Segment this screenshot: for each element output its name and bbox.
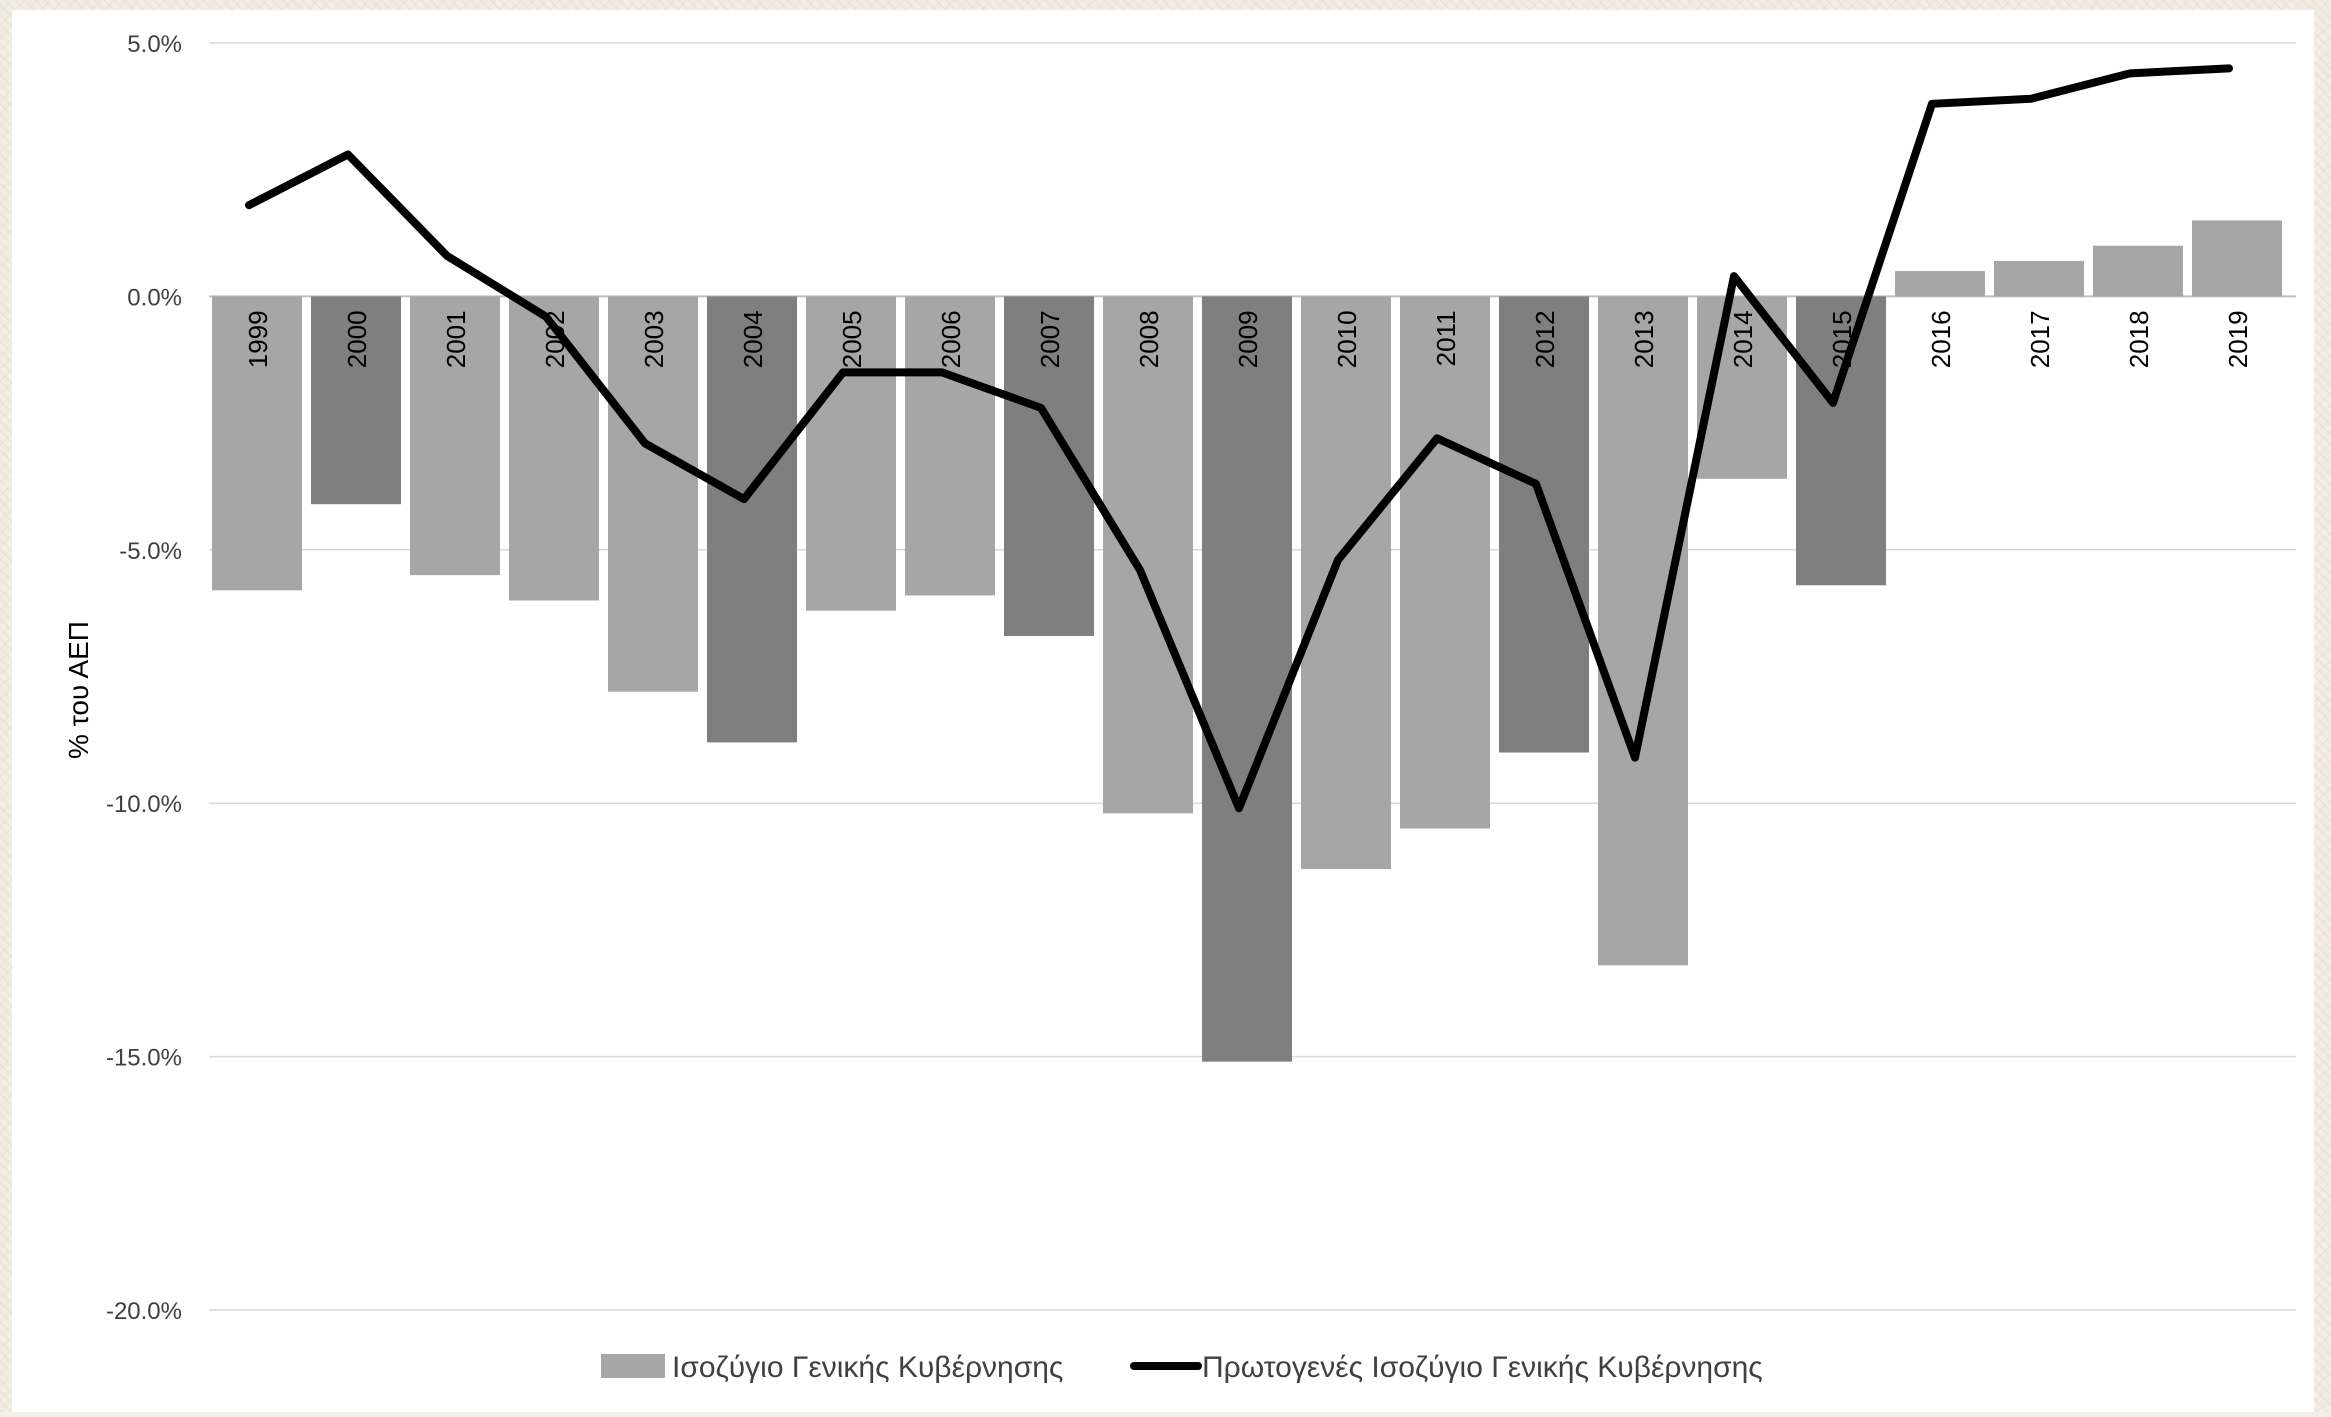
bar-2012	[1499, 296, 1589, 753]
line-point-2009	[1238, 807, 1240, 810]
bar-2004	[707, 296, 797, 743]
line-point-2007	[1040, 406, 1042, 409]
bar-2015	[1796, 296, 1886, 586]
legend-swatch-bar	[601, 1354, 665, 1378]
legend: Ισοζύγιο Γενικής Κυβέρνησης Πρωτογενές Ι…	[601, 1351, 1763, 1384]
x-tick-label: 2005	[837, 310, 867, 368]
line-point-2004	[743, 498, 745, 501]
x-tick-label: 2016	[1926, 310, 1956, 368]
line-point-2014	[1733, 275, 1735, 278]
line-point-2015	[1832, 401, 1834, 404]
x-tick-label: 2013	[1629, 310, 1659, 368]
bar-2010	[1301, 296, 1391, 870]
bar-2006	[905, 296, 995, 596]
y-tick-label: 5.0%	[127, 31, 182, 58]
bar-2005	[806, 296, 896, 611]
line-point-2000	[347, 153, 349, 156]
x-tick-label: 2006	[936, 310, 966, 368]
bar-2000	[311, 296, 401, 505]
y-tick-label: -15.0%	[106, 1045, 182, 1072]
y-tick-label: -20.0%	[106, 1298, 182, 1325]
x-tick-label: 2007	[1035, 310, 1065, 368]
line-point-2016	[1931, 102, 1933, 105]
bar-1999	[212, 296, 302, 591]
y-tick-label: -10.0%	[106, 791, 182, 818]
x-tick-label: 2008	[1134, 310, 1164, 368]
x-tick-label: 2019	[2223, 310, 2253, 368]
bar-2011	[1400, 296, 1490, 829]
x-tick-label: 2011	[1431, 310, 1461, 366]
line-point-2011	[1436, 437, 1438, 440]
line-point-2006	[941, 371, 943, 374]
line-point-2018	[2129, 72, 2131, 75]
bar-2016	[1895, 271, 1985, 297]
line-point-2001	[446, 254, 448, 257]
y-axis-label: % του ΑΕΠ	[63, 621, 94, 759]
line-point-2002	[545, 315, 547, 318]
bar-2002	[509, 296, 599, 601]
x-tick-label: 1999	[243, 310, 273, 368]
line-point-2010	[1337, 558, 1339, 561]
y-tick-labels: 5.0% 0.0% -5.0% -10.0% -15.0% -20.0%	[106, 31, 182, 1325]
x-tick-label: 2018	[2124, 310, 2154, 368]
legend-label-bar: Ισοζύγιο Γενικής Κυβέρνησης	[672, 1351, 1063, 1384]
chart-card: 1999 2000 2001 2002 2003 2004 2005 2006 2007 2008…	[12, 10, 2314, 1412]
bar-2008	[1103, 296, 1193, 814]
x-tick-label: 2012	[1530, 310, 1560, 368]
line-point-2019	[2228, 67, 2230, 70]
chart: 1999 2000 2001 2002 2003 2004 2005 2006 2007 2008…	[63, 31, 2296, 1384]
line-point-2008	[1139, 569, 1141, 572]
bar-2003	[608, 296, 698, 692]
bar-2001	[410, 296, 500, 576]
line-point-2012	[1535, 482, 1537, 485]
line-series	[245, 64, 2233, 813]
line-point-2017	[2030, 97, 2032, 100]
y-tick-label: 0.0%	[127, 284, 182, 311]
bar-2017	[1994, 260, 2084, 297]
x-tick-label: 2003	[639, 310, 669, 368]
bar-series	[212, 220, 2282, 1062]
line-point-2013	[1634, 756, 1636, 759]
bar-2013	[1598, 296, 1688, 966]
line-point-1999	[248, 204, 250, 207]
x-tick-label: 2004	[738, 310, 768, 368]
x-tick-label: 2017	[2025, 310, 2055, 368]
x-tick-label: 2014	[1728, 310, 1758, 368]
legend-label-line: Πρωτογενές Ισοζύγιο Γενικής Κυβέρνησης	[1202, 1351, 1763, 1384]
bar-2019	[2192, 220, 2282, 297]
line-point-2005	[842, 371, 844, 374]
bar-2009	[1202, 296, 1292, 1062]
x-tick-label: 2010	[1332, 310, 1362, 368]
line-point-2003	[644, 442, 646, 445]
x-tick-label: 2000	[342, 310, 372, 368]
x-tick-label: 2001	[441, 310, 471, 368]
x-tick-label: 2009	[1233, 310, 1263, 368]
bar-2018	[2093, 245, 2183, 297]
y-tick-label: -5.0%	[119, 538, 182, 565]
